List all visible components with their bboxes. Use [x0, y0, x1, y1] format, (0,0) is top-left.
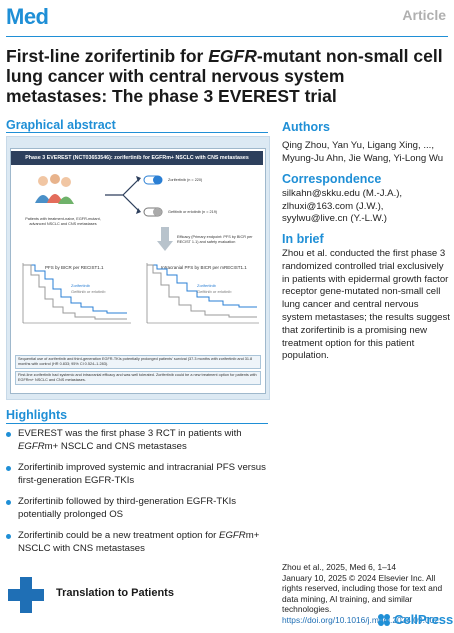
highlight-item: Zorifertinib could be a new treatment op… — [6, 530, 272, 555]
zorifertinib-pill-icon — [143, 175, 163, 185]
patients-label: Patients with treatment-naive, EGFR-muta… — [25, 217, 101, 226]
highlights-heading: Highlights — [6, 408, 68, 422]
translation-to-patients-label: Translation to Patients — [56, 587, 174, 599]
patients-illustration-icon — [35, 174, 74, 204]
article-type-label: Article — [402, 7, 446, 23]
graphical-abstract-figure: Phase 3 EVEREST (NCT03653546): zoriferti… — [10, 148, 266, 394]
highlights-list: EVEREST was the first phase 3 RCT in pat… — [6, 428, 272, 555]
authors-heading: Authors — [282, 120, 330, 134]
finding-1-text: Sequential use of zorifertinib and third… — [18, 357, 253, 366]
correspondence-emails: silkahn@skku.edu (M.-J.A.), zlhuxi@163.c… — [282, 188, 450, 226]
journal-logo: Med — [6, 4, 49, 29]
randomization-arrows-icon — [105, 176, 141, 214]
efficacy-label: Efficacy (Primary endpoint: PFS by BICR … — [177, 235, 253, 244]
km-plot-intracranial-pfs — [146, 263, 259, 324]
bullet-icon — [6, 466, 11, 471]
citation-line-1: Zhou et al., 2025, Med 6, 1–14 — [282, 562, 397, 572]
authors-list: Qing Zhou, Yan Yu, Ligang Xing, ..., Myu… — [282, 140, 450, 165]
highlight-item: EVEREST was the first phase 3 RCT in pat… — [6, 428, 272, 453]
correspondence-heading: Correspondence — [282, 172, 382, 186]
article-title: First-line zorifertinib for EGFR-mutant … — [6, 46, 443, 106]
graphical-abstract-rule — [6, 132, 268, 133]
bullet-icon — [6, 500, 11, 505]
finding-box-1: Sequential use of zorifertinib and third… — [15, 355, 261, 369]
citation-line-2: January 10, 2025 © 2024 Elsevier Inc. Al… — [282, 572, 443, 615]
km2-legend-control: Gefitinib or erlotinib — [197, 289, 232, 294]
control-pill-icon — [143, 207, 163, 217]
bullet-icon — [6, 432, 11, 437]
trial-banner: Phase 3 EVEREST (NCT03653546): zoriferti… — [11, 151, 263, 165]
doi-link[interactable]: https://doi.org/10.1016/j.medj.2024.09.0… — [282, 614, 439, 625]
highlights-rule — [6, 423, 268, 424]
in-brief-heading: In brief — [282, 232, 324, 246]
km1-legend-control: Gefitinib or erlotinib — [71, 289, 106, 294]
finding-box-2: First-line zorifertinib had systemic and… — [15, 371, 261, 385]
bullet-icon — [6, 534, 11, 539]
cellpress-wordmark: CellPress — [394, 612, 454, 627]
highlight-item: Zorifertinib followed by third-generatio… — [6, 496, 272, 521]
km1-title: PFS by BICR per RECIST1.1 — [45, 265, 104, 270]
email-link[interactable]: syylwu@live.cn (Y.-L.W.) — [282, 213, 387, 224]
header-divider — [6, 36, 448, 37]
down-arrow-icon — [157, 227, 173, 251]
arm-control-label: Gefitinib or erlotinib (n = 219) — [168, 210, 218, 214]
cellpress-logo-icon — [378, 614, 390, 626]
km1-legend-zorifertinib: Zorifertinib — [71, 283, 90, 288]
km-plot-pfs — [22, 263, 131, 324]
arm-zorifertinib-label: Zorifertinib (n = 220) — [168, 178, 203, 182]
email-link[interactable]: silkahn@skku.edu (M.-J.A.), — [282, 188, 403, 199]
citation-block: Zhou et al., 2025, Med 6, 1–14 January 1… — [282, 562, 450, 625]
km2-title: Intracranial PFS by BICR per mRECIST1.1 — [161, 265, 247, 270]
authors-line-2: Myung-Ju Ahn, Jie Wang, Yi-Long Wu — [282, 152, 444, 164]
authors-line-1: Qing Zhou, Yan Yu, Ligang Xing, ..., — [282, 140, 435, 151]
km2-legend-zorifertinib: Zorifertinib — [197, 283, 216, 288]
email-link[interactable]: zlhuxi@163.com (J.W.), — [282, 200, 384, 212]
graphical-abstract-heading: Graphical abstract — [6, 118, 116, 132]
highlight-item: Zorifertinib improved systemic and intra… — [6, 462, 272, 487]
in-brief-text: Zhou et al. conducted the first phase 3 … — [282, 248, 450, 362]
finding-2-text: First-line zorifertinib had systemic and… — [18, 373, 257, 382]
translation-cross-icon — [8, 577, 44, 613]
